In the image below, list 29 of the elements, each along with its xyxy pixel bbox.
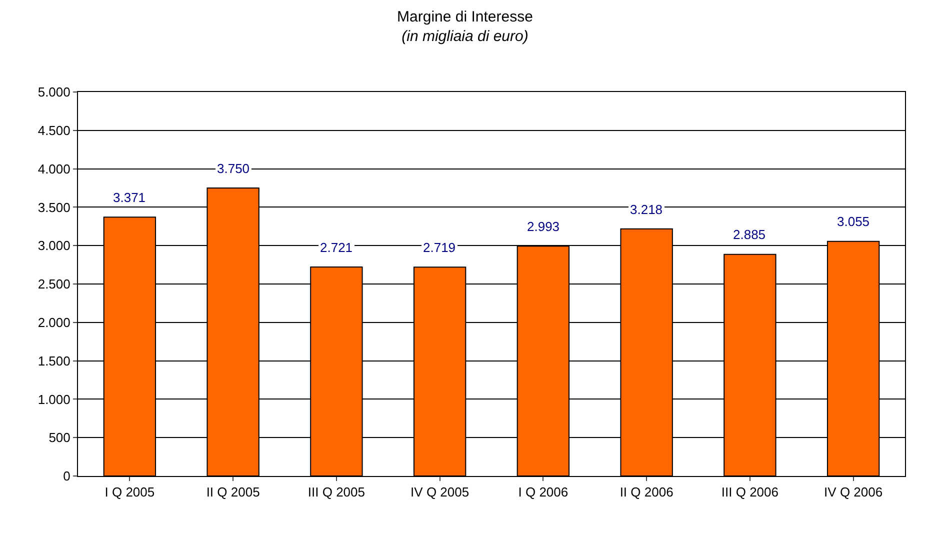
data-label: 2.993 xyxy=(527,219,560,234)
x-tick-label: IV Q 2006 xyxy=(824,484,883,500)
x-tick-label: II Q 2005 xyxy=(206,484,260,500)
y-tick-label: 1.000 xyxy=(38,392,70,407)
y-tick-label: 0 xyxy=(63,468,70,484)
x-tick-label: II Q 2006 xyxy=(620,484,674,500)
y-tick-label: 2.000 xyxy=(38,314,70,330)
data-label: 2.885 xyxy=(733,227,766,242)
data-label: 3.218 xyxy=(630,202,663,217)
x-tick-label: IV Q 2005 xyxy=(410,484,470,500)
chart-subtitle: (in migliaia di euro) xyxy=(402,28,528,45)
y-tick-label: 2.500 xyxy=(38,276,70,292)
x-tick-label: III Q 2005 xyxy=(308,484,365,500)
chart-title: Margine di Interesse xyxy=(397,8,533,26)
y-tick-label: 1.500 xyxy=(38,353,70,368)
x-tick-label: I Q 2005 xyxy=(104,484,155,500)
x-tick-label: I Q 2006 xyxy=(518,484,568,500)
x-tick-label: III Q 2006 xyxy=(721,484,778,500)
y-tick-label: 5.000 xyxy=(38,84,70,100)
data-label: 3.750 xyxy=(217,161,250,176)
data-label: 2.719 xyxy=(423,240,456,255)
data-label: 2.721 xyxy=(320,240,353,255)
y-tick-label: 3.500 xyxy=(38,200,70,215)
data-label: 3.371 xyxy=(113,190,146,205)
data-label: 3.055 xyxy=(837,214,870,229)
y-tick-label: 4.000 xyxy=(38,161,70,176)
y-tick-label: 500 xyxy=(48,430,70,446)
y-tick-label: 3.000 xyxy=(38,238,70,254)
y-tick-label: 4.500 xyxy=(38,122,70,138)
